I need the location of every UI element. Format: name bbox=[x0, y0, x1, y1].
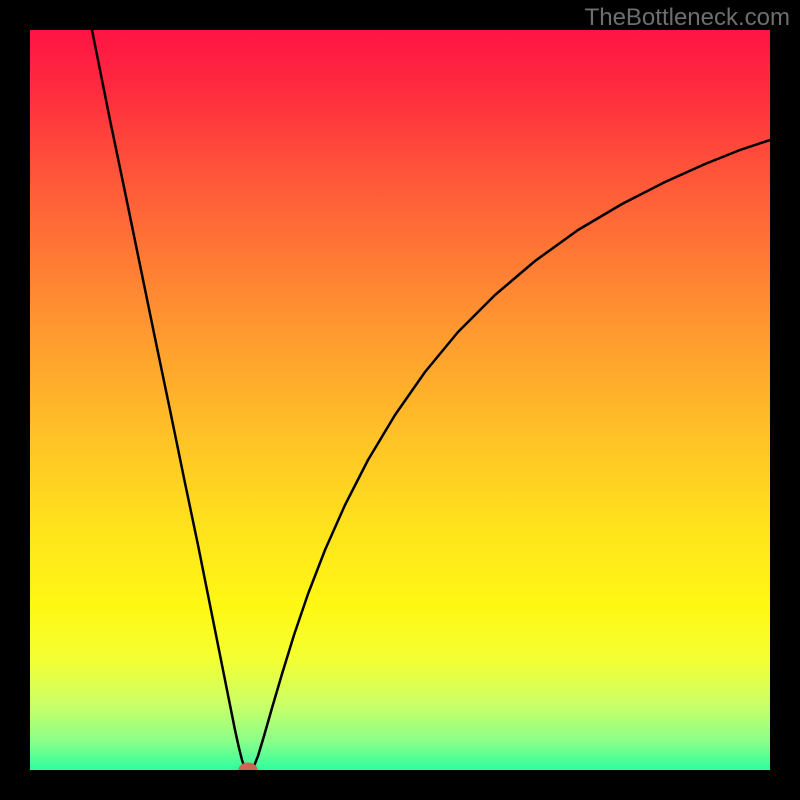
chart-frame: TheBottleneck.com bbox=[0, 0, 800, 800]
watermark-text: TheBottleneck.com bbox=[585, 4, 790, 32]
plot-area bbox=[30, 30, 770, 770]
chart-curve-layer bbox=[30, 30, 770, 770]
bottleneck-curve bbox=[92, 30, 770, 770]
